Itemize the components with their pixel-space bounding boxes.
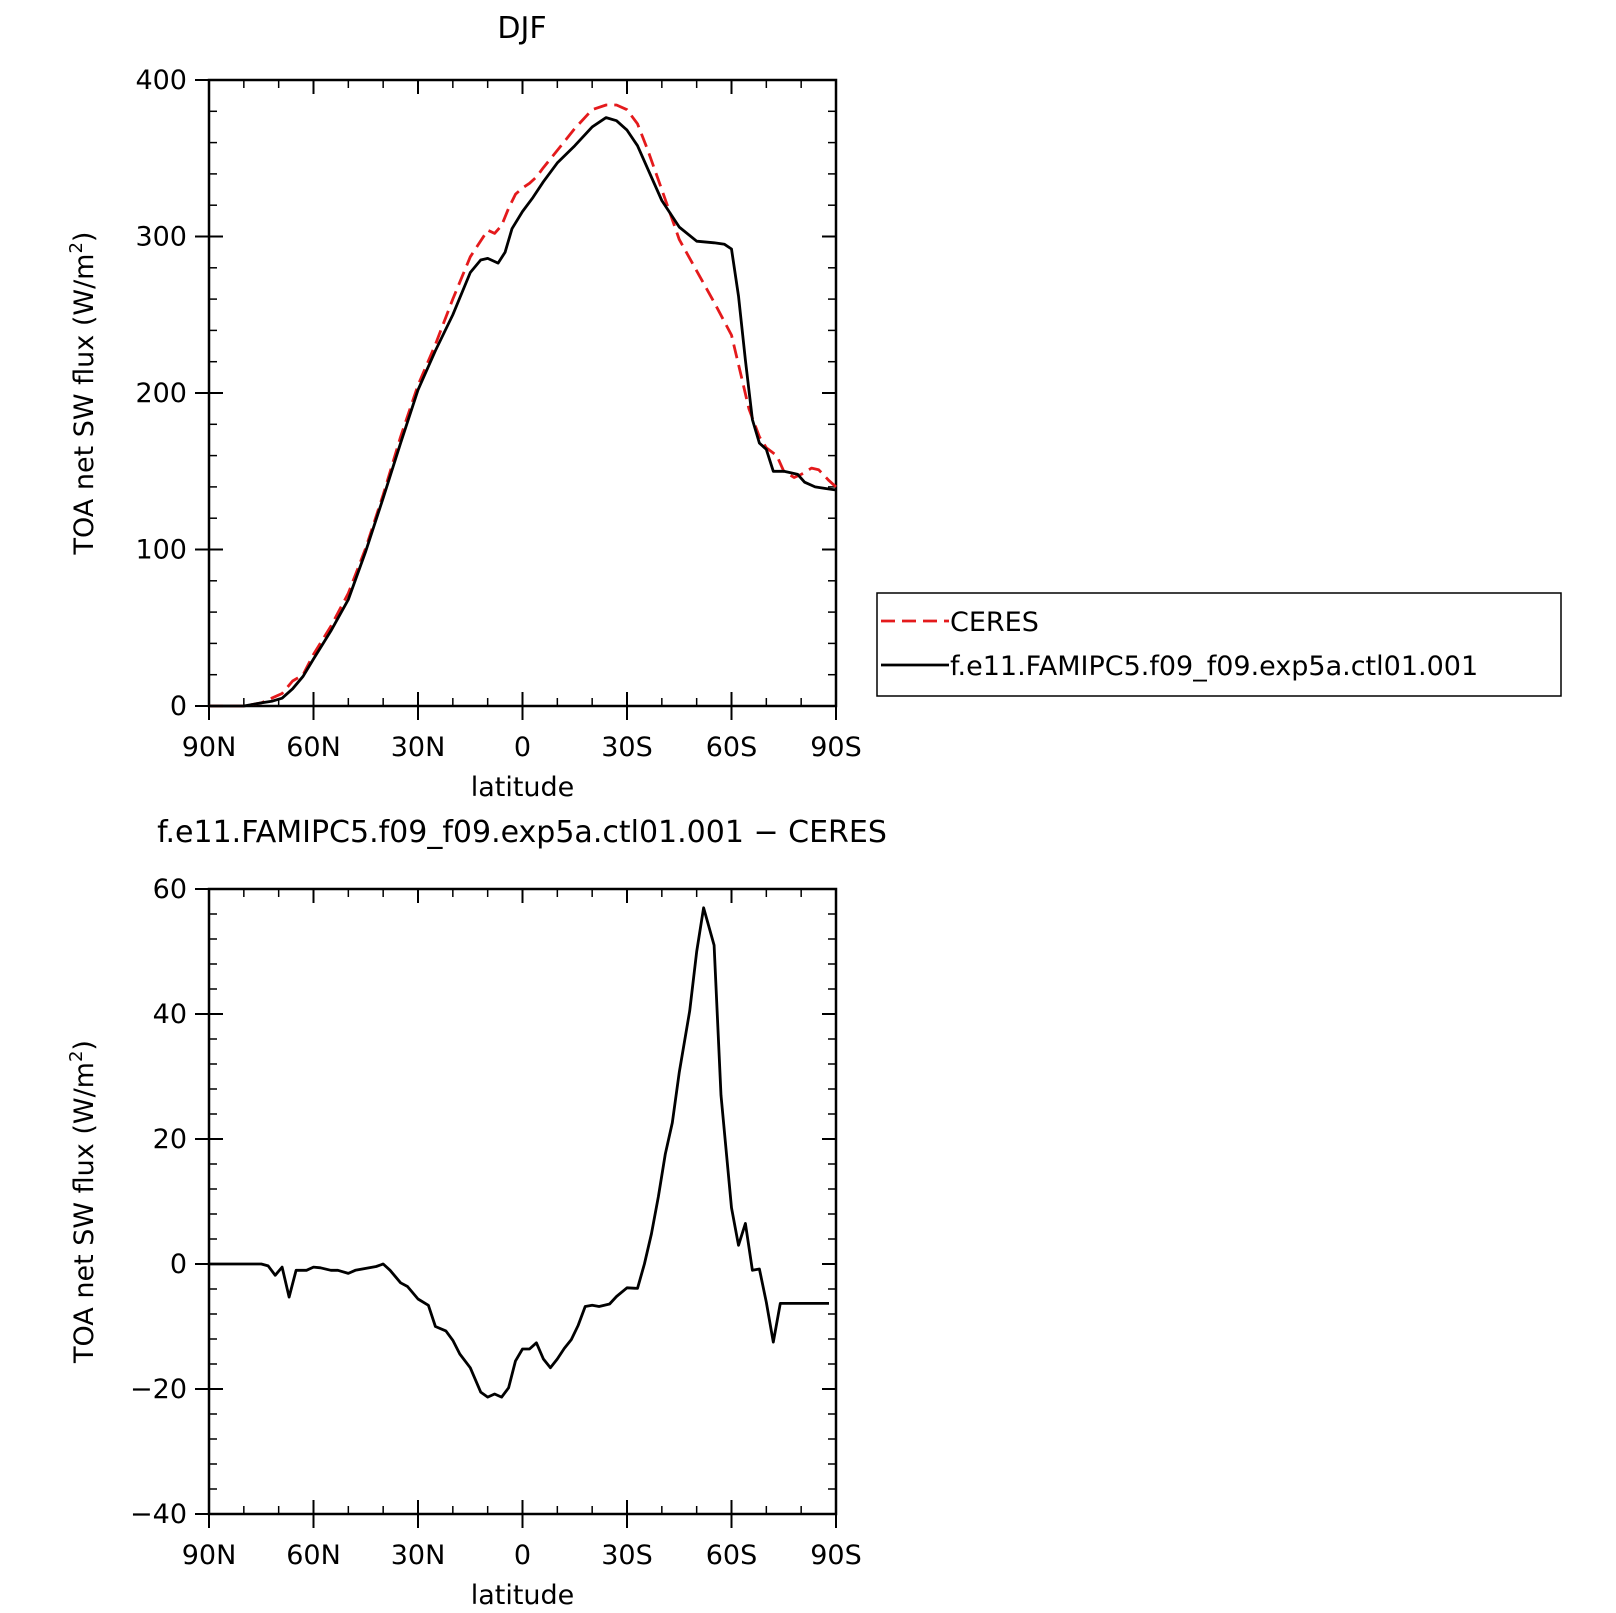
y-tick-label: 300 [135, 222, 187, 253]
x-tick-label: 90S [810, 1540, 862, 1571]
y-tick-label: 100 [135, 535, 187, 566]
chart-title: f.e11.FAMIPC5.f09_f09.exp5a.ctl01.001 − … [157, 815, 887, 850]
y-axis-label: TOA net SW flux (W/m2) [66, 232, 100, 556]
y-tick-label: 200 [135, 378, 187, 409]
chart-title: DJF [497, 11, 546, 46]
y-tick-label: 0 [170, 1249, 187, 1280]
x-tick-label: 30S [601, 1540, 653, 1571]
y-tick-label: 60 [153, 874, 187, 905]
legend: CERES f.e11.FAMIPC5.f09_f09.exp5a.ctl01.0… [876, 592, 1562, 697]
y-tick-label: 40 [153, 999, 187, 1030]
x-tick-label: 30N [391, 1540, 446, 1571]
legend-box [876, 592, 1562, 697]
y-tick-label: −20 [130, 1374, 187, 1405]
x-tick-label: 60S [706, 1540, 758, 1571]
y-tick-label: 20 [153, 1124, 187, 1155]
x-tick-label: 60N [286, 732, 341, 763]
bottom-panel: 90N 60N 30N 0 30S 60S 90S −40 −20 0 20 40 60 f.e11.FA… [66, 815, 887, 1611]
x-tick-label: 90N [182, 732, 237, 763]
top-panel: 90N 60N 30N 0 30S 60S 90S 0 100 200 300 400 DJF latit… [66, 11, 862, 803]
x-tick-label: 60S [706, 732, 758, 763]
x-axis-label: latitude [471, 1580, 575, 1611]
x-tick-label: 90N [182, 1540, 237, 1571]
x-tick-label: 90S [810, 732, 862, 763]
y-tick-label: 0 [170, 691, 187, 722]
x-tick-label: 60N [286, 1540, 341, 1571]
plot-frame [207, 887, 838, 1516]
x-axis-label: latitude [471, 772, 575, 803]
x-tick-label: 30N [391, 732, 446, 763]
legend-label: CERES [950, 607, 1039, 638]
x-tick-label: 0 [514, 732, 531, 763]
y-axis-label: TOA net SW flux (W/m2) [66, 1040, 100, 1364]
x-tick-label: 0 [514, 1540, 531, 1571]
x-tick-label: 30S [601, 732, 653, 763]
y-tick-label: 400 [135, 65, 187, 96]
series-line-0 [209, 906, 829, 1399]
plot-frame [207, 78, 838, 708]
series-line-1 [209, 116, 837, 708]
y-tick-label: −40 [130, 1499, 187, 1530]
series-line-0 [209, 103, 837, 708]
legend-label: f.e11.FAMIPC5.f09_f09.exp5a.ctl01.001 [950, 651, 1478, 682]
